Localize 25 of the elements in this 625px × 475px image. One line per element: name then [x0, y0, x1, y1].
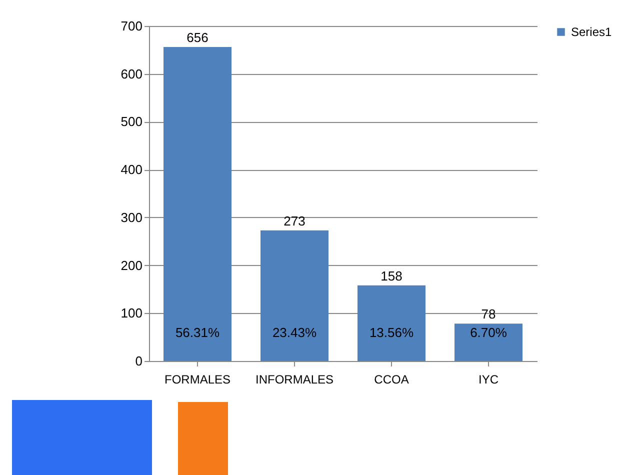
x-tick-label: CCOA: [374, 372, 409, 386]
y-tick-label: 600: [120, 66, 142, 82]
annotation: 13.56%: [369, 325, 414, 340]
annotation: 6.70%: [470, 325, 508, 340]
y-tick-label: 300: [120, 210, 142, 225]
data-label: 78: [481, 306, 496, 322]
legend-label: Series1: [571, 25, 612, 39]
x-tick-label: IYC: [478, 372, 499, 386]
y-tick-label: 400: [120, 162, 142, 178]
y-tick-label: 500: [120, 114, 142, 130]
data-label: 273: [284, 213, 306, 228]
bar: [164, 47, 232, 361]
x-tick-label: FORMALES: [164, 372, 231, 386]
y-tick-label: 0: [135, 354, 142, 368]
data-label: 656: [186, 30, 208, 46]
annotation: 56.31%: [175, 325, 220, 340]
y-tick-label: 700: [120, 18, 142, 34]
bar: [358, 285, 426, 361]
annotation: 23.43%: [272, 325, 317, 340]
bar: [260, 230, 328, 361]
y-tick-label: 200: [120, 258, 142, 273]
data-label: 158: [380, 268, 402, 284]
bar: [454, 324, 522, 361]
x-tick-label: INFORMALES: [255, 372, 334, 386]
y-tick-label: 100: [120, 306, 142, 321]
